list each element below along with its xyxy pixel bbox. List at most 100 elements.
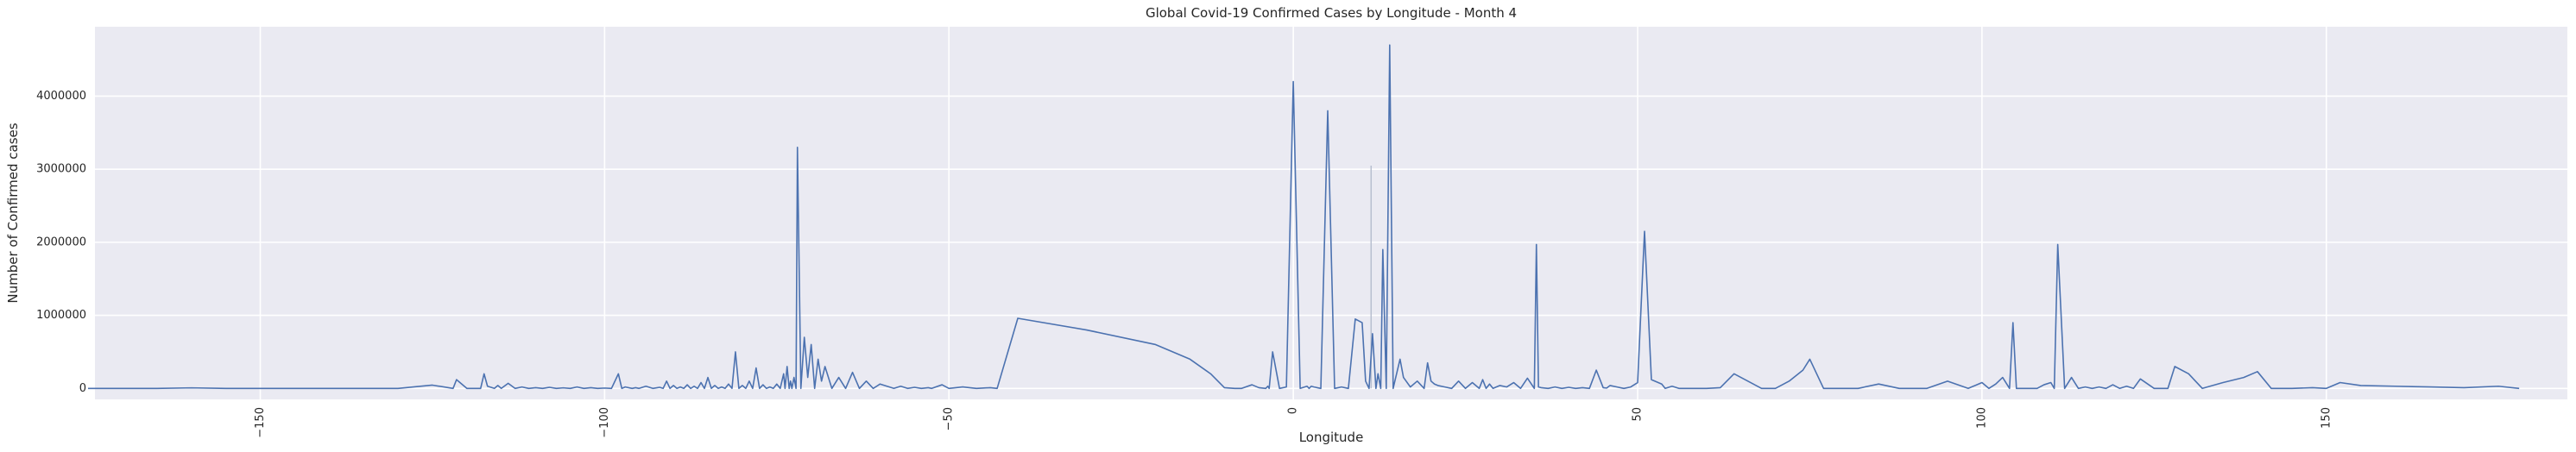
- data-point: [1538, 386, 1539, 387]
- data-point: [1279, 388, 1280, 389]
- data-point: [2133, 388, 2134, 389]
- data-point: [2168, 388, 2169, 389]
- data-point: [604, 387, 605, 388]
- data-point: [745, 388, 746, 389]
- data-point: [1392, 388, 1393, 389]
- data-point: [942, 384, 943, 385]
- data-point: [2360, 385, 2361, 386]
- data-point: [1465, 388, 1466, 389]
- data-point: [666, 380, 667, 381]
- data-point: [1536, 244, 1537, 245]
- data-point: [1555, 386, 1556, 387]
- y-tick-label: 0: [79, 382, 86, 395]
- data-point: [1368, 388, 1369, 389]
- data-point: [680, 386, 681, 387]
- data-point: [731, 388, 732, 389]
- data-point: [1582, 387, 1583, 388]
- x-axis-title: Longitude: [1299, 430, 1364, 445]
- data-point: [824, 366, 825, 367]
- data-point: [1403, 377, 1404, 378]
- data-point: [2202, 388, 2203, 389]
- data-point: [1334, 388, 1335, 389]
- data-point: [1878, 384, 1879, 385]
- data-point: [785, 388, 786, 389]
- series-layer: [88, 44, 2520, 390]
- data-point: [1434, 384, 1435, 385]
- data-point: [1661, 384, 1662, 385]
- data-point: [2464, 387, 2465, 388]
- data-point: [766, 388, 767, 389]
- data-point: [597, 388, 598, 389]
- data-point: [1444, 386, 1445, 387]
- data-point: [1967, 388, 1968, 389]
- data-point: [1623, 388, 1624, 389]
- data-point: [2009, 388, 2010, 389]
- data-point: [1761, 388, 1762, 389]
- data-point: [563, 387, 564, 388]
- data-point: [2023, 388, 2024, 389]
- data-point: [2002, 377, 2003, 378]
- data-point: [717, 388, 718, 389]
- data-point: [577, 386, 578, 387]
- data-point: [707, 377, 708, 378]
- x-tick-label: −100: [598, 407, 611, 438]
- data-point: [976, 388, 977, 389]
- data-point: [683, 388, 684, 389]
- data-point: [1610, 385, 1611, 386]
- data-point: [1309, 388, 1310, 389]
- data-point: [1809, 359, 1810, 360]
- data-point: [2326, 388, 2327, 389]
- data-point: [635, 387, 636, 388]
- data-point: [294, 388, 295, 389]
- data-point: [663, 388, 664, 389]
- data-point: [1354, 318, 1355, 319]
- y-axis-title: Number of Confirmed cases: [5, 122, 21, 303]
- data-point: [1630, 386, 1631, 387]
- data-point: [1844, 388, 1845, 389]
- data-point: [1541, 387, 1542, 388]
- data-point: [1575, 388, 1576, 389]
- data-point: [156, 388, 157, 389]
- data-point: [191, 387, 192, 388]
- data-point: [1372, 333, 1373, 334]
- data-point: [776, 384, 777, 385]
- data-point: [1692, 388, 1693, 389]
- data-point: [796, 388, 797, 389]
- data-point: [2270, 388, 2271, 389]
- data-point: [949, 388, 950, 389]
- data-point: [1513, 382, 1514, 383]
- data-point: [1380, 388, 1381, 389]
- data-point: [2064, 388, 2065, 389]
- data-point: [590, 387, 591, 388]
- data-point: [852, 372, 853, 373]
- data-point: [921, 388, 922, 389]
- data-point: [632, 388, 633, 389]
- data-point: [762, 384, 763, 385]
- data-point: [1823, 388, 1824, 389]
- data-point: [2291, 388, 2292, 389]
- data-point: [2085, 386, 2086, 387]
- data-point: [1527, 378, 1528, 379]
- data-point: [122, 388, 123, 389]
- data-point: [1241, 388, 1242, 389]
- data-point: [1706, 388, 1707, 389]
- data-point: [1596, 370, 1597, 371]
- data-point: [397, 388, 398, 389]
- x-axis-ticks: −150 −100 −50 0 50 100 150: [254, 407, 2333, 438]
- data-point: [697, 388, 698, 389]
- data-point: [452, 388, 453, 389]
- data-point: [1589, 388, 1590, 389]
- data-point: [1341, 386, 1342, 387]
- data-point: [2140, 379, 2141, 380]
- data-point: [1534, 388, 1535, 389]
- plot-background: [95, 27, 2567, 399]
- data-point: [1947, 380, 1948, 381]
- data-point: [800, 388, 801, 389]
- y-axis-ticks: 0 1000000 2000000 3000000 4000000: [36, 90, 86, 395]
- data-point: [1327, 110, 1328, 111]
- data-point: [724, 388, 725, 389]
- data-point: [748, 380, 749, 381]
- data-point: [260, 388, 261, 389]
- data-point: [1313, 386, 1314, 387]
- data-point: [2112, 384, 2113, 385]
